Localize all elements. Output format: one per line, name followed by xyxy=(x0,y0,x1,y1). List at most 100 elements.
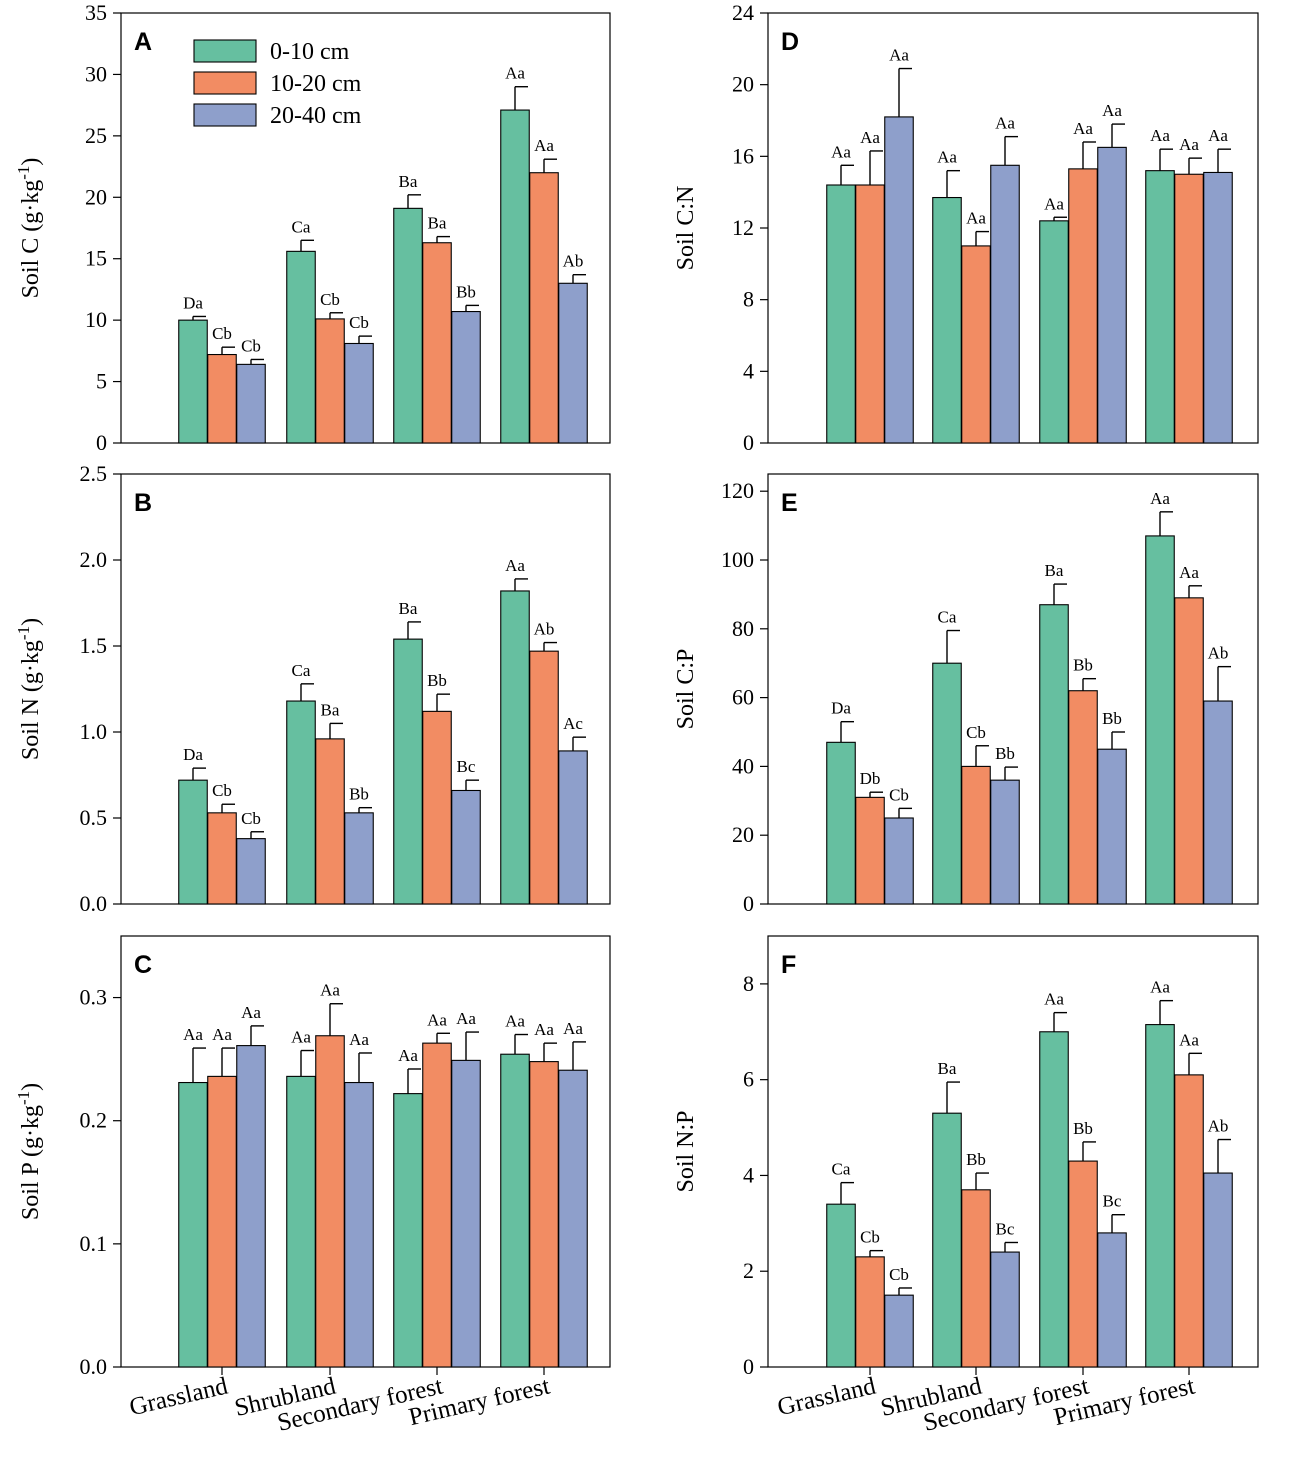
bar xyxy=(961,245,991,444)
significance-label: Aa xyxy=(1179,1030,1199,1049)
bar xyxy=(826,741,856,905)
significance-label: Cb xyxy=(212,781,232,800)
panel-c: 0.0 0.1 0.2 0.3 Soil P (g·kg-1) C Aa Aa Aa Aa Aa Aa… xyxy=(14,935,611,1437)
y-axis-title: Soil C:N xyxy=(673,186,699,271)
significance-label: Bb xyxy=(349,785,369,804)
bar xyxy=(1068,690,1098,905)
bar xyxy=(990,779,1020,905)
y-tick-label: 12 xyxy=(732,215,754,240)
bar xyxy=(826,1203,856,1368)
bar xyxy=(286,1075,316,1368)
significance-label: Aa xyxy=(534,1020,554,1039)
bar xyxy=(286,250,316,444)
y-tick-label: 5 xyxy=(96,369,107,394)
significance-label: Aa xyxy=(889,46,909,65)
significance-label: Aa xyxy=(1102,101,1122,120)
significance-label: Cb xyxy=(241,336,261,355)
bar xyxy=(1097,748,1127,905)
significance-label: Ba xyxy=(938,1059,957,1078)
bar xyxy=(990,164,1020,444)
significance-label: Aa xyxy=(1179,135,1199,154)
significance-label: Aa xyxy=(1150,489,1170,508)
bar xyxy=(207,1075,237,1368)
y-tick-label: 24 xyxy=(732,0,754,25)
significance-label: Bc xyxy=(1103,1192,1122,1211)
bar xyxy=(178,779,208,905)
y-tick-label: 0.3 xyxy=(80,985,108,1010)
bar xyxy=(500,590,530,905)
panel-letter: B xyxy=(134,489,152,517)
legend-label: 0-10 cm xyxy=(270,39,350,65)
bar xyxy=(932,196,962,444)
legend: 0-10 cm 10-20 cm 20-40 cm xyxy=(193,39,362,129)
bar xyxy=(855,796,885,905)
significance-label: Ab xyxy=(1208,1117,1229,1136)
y-tick-label: 2.5 xyxy=(80,461,108,486)
y-tick-label: 30 xyxy=(85,61,107,86)
y-tick-label: 6 xyxy=(743,1067,754,1092)
significance-label: Aa xyxy=(937,148,957,167)
significance-label: Ac xyxy=(563,714,583,733)
significance-label: Ba xyxy=(1045,561,1064,580)
significance-label: Ca xyxy=(292,661,311,680)
significance-label: Cb xyxy=(889,785,909,804)
bar xyxy=(558,1069,588,1368)
bar xyxy=(500,109,530,444)
significance-label: Cb xyxy=(241,809,261,828)
bar xyxy=(393,207,423,444)
y-tick-label: 120 xyxy=(721,478,754,503)
significance-label: Da xyxy=(183,745,203,764)
significance-label: Aa xyxy=(241,1003,261,1022)
significance-label: Ca xyxy=(292,217,311,236)
panel-letter: F xyxy=(781,951,796,979)
y-tick-label: 60 xyxy=(732,685,754,710)
significance-label: Aa xyxy=(505,64,525,83)
bar xyxy=(855,184,885,444)
significance-label: Aa xyxy=(966,209,986,228)
bar xyxy=(451,789,481,905)
significance-label: Da xyxy=(183,293,203,312)
significance-label: Aa xyxy=(831,142,851,161)
bar xyxy=(558,282,588,444)
significance-label: Aa xyxy=(291,1028,311,1047)
legend-swatch xyxy=(193,39,257,63)
significance-label: Aa xyxy=(183,1025,203,1044)
bar xyxy=(207,812,237,905)
bar xyxy=(236,363,266,444)
significance-label: Aa xyxy=(1208,126,1228,145)
significance-label: Bb xyxy=(427,671,447,690)
legend-item: 20-40 cm xyxy=(193,103,362,129)
y-tick-label: 4 xyxy=(743,358,754,383)
bar xyxy=(1097,146,1127,444)
bar xyxy=(1203,1172,1233,1368)
significance-label: Aa xyxy=(1073,119,1093,138)
significance-label: Aa xyxy=(320,981,340,1000)
bar xyxy=(1174,1074,1204,1368)
significance-label: Bb xyxy=(1073,1119,1093,1138)
bar xyxy=(393,1093,423,1368)
y-axis-title: Soil N:P xyxy=(673,1110,699,1192)
bar xyxy=(932,1112,962,1368)
significance-label: Cb xyxy=(320,290,340,309)
panel-f: 0 2 4 6 8 Soil N:P F Ca Ba Aa Aa Cb Bb Bb Aa Cb Bc Bc Ab Gr… xyxy=(673,935,1259,1437)
significance-label: Da xyxy=(831,699,851,718)
significance-label: Cb xyxy=(349,313,369,332)
y-tick-label: 35 xyxy=(85,0,107,25)
bar xyxy=(884,116,914,444)
y-tick-label: 4 xyxy=(743,1162,754,1187)
bar xyxy=(1145,170,1175,444)
significance-label: Cb xyxy=(889,1265,909,1284)
y-axis-title: Soil P (g·kg-1) xyxy=(14,1083,44,1220)
bar xyxy=(1039,1031,1069,1368)
bar xyxy=(393,638,423,905)
significance-label: Aa xyxy=(1179,563,1199,582)
y-tick-label: 2.0 xyxy=(80,547,108,572)
legend-label: 20-40 cm xyxy=(270,103,362,129)
bar xyxy=(1145,535,1175,905)
bar xyxy=(315,738,345,905)
bar xyxy=(315,1035,345,1368)
significance-label: Aa xyxy=(860,128,880,147)
significance-label: Bb xyxy=(1102,709,1122,728)
significance-label: Aa xyxy=(505,1012,525,1031)
